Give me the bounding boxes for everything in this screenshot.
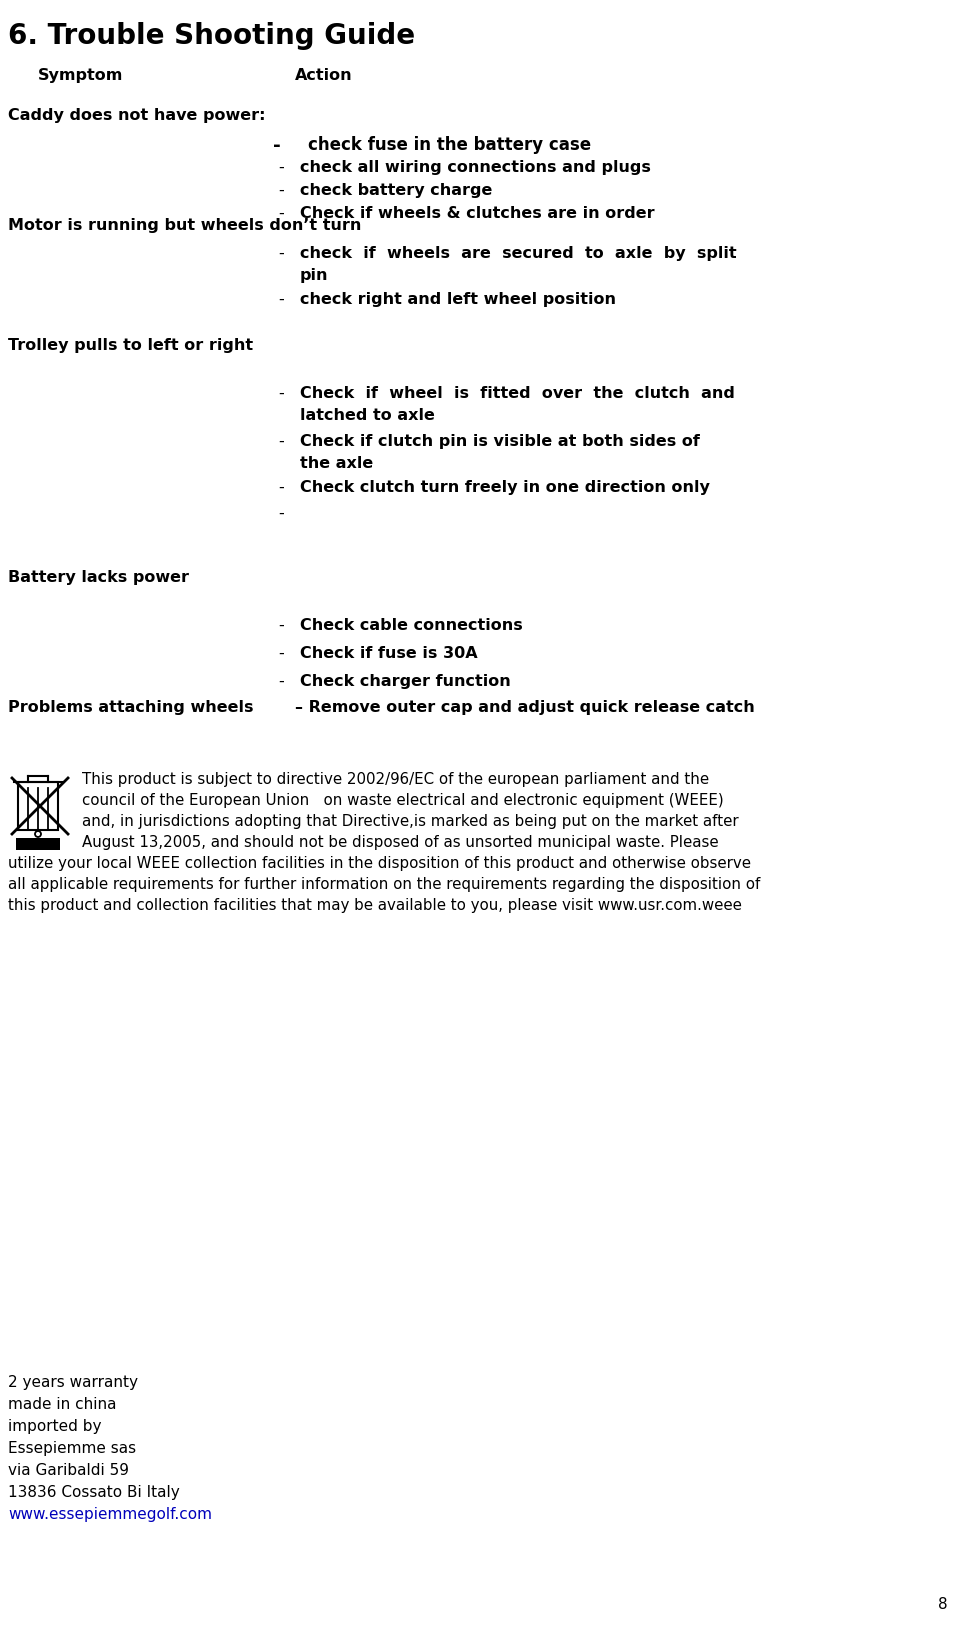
Text: -: - [278,182,284,199]
Text: Battery lacks power: Battery lacks power [8,570,189,584]
Text: -: - [273,137,280,155]
Text: -: - [278,207,284,221]
Text: check right and left wheel position: check right and left wheel position [300,291,616,308]
Text: 2 years warranty: 2 years warranty [8,1376,138,1390]
Text: -: - [278,435,284,449]
Text: utilize your local WEEE collection facilities in the disposition of this product: utilize your local WEEE collection facil… [8,856,751,871]
Text: Caddy does not have power:: Caddy does not have power: [8,107,266,124]
Text: -: - [278,246,284,260]
Text: Check charger function: Check charger function [300,674,511,689]
Text: Motor is running but wheels don’t turn: Motor is running but wheels don’t turn [8,218,361,233]
Text: -: - [278,480,284,495]
Bar [18,781,58,830]
Text: This product is subject to directive 2002/96/EC of the european parliament and t: This product is subject to directive 200… [82,772,709,786]
Text: www.essepiemmegolf.com: www.essepiemmegolf.com [8,1508,212,1522]
Text: made in china: made in china [8,1397,116,1411]
Text: -: - [278,291,284,308]
Bar [16,838,60,850]
Text: Check  if  wheel  is  fitted  over  the  clutch  and: Check if wheel is fitted over the clutch… [300,386,734,400]
Text: -: - [278,646,284,661]
Text: check fuse in the battery case: check fuse in the battery case [308,137,591,155]
Text: Check if wheels & clutches are in order: Check if wheels & clutches are in order [300,207,655,221]
Text: latched to axle: latched to axle [300,409,435,423]
Text: check battery charge: check battery charge [300,182,492,199]
Text: 6. Trouble Shooting Guide: 6. Trouble Shooting Guide [8,23,415,50]
Text: and, in jurisdictions adopting that Directive,is marked as being put on the mark: and, in jurisdictions adopting that Dire… [82,814,738,829]
Text: – Remove outer cap and adjust quick release catch: – Remove outer cap and adjust quick rele… [295,700,755,715]
Text: 8: 8 [938,1597,948,1612]
Text: this product and collection facilities that may be available to you, please visi: this product and collection facilities t… [8,899,742,913]
Text: Symptom: Symptom [38,68,124,83]
Text: -: - [278,160,284,174]
Text: August 13,2005, and should not be disposed of as unsorted municipal waste. Pleas: August 13,2005, and should not be dispos… [82,835,719,850]
Text: the axle: the axle [300,456,373,470]
Text: 13836 Cossato Bi Italy: 13836 Cossato Bi Italy [8,1485,180,1499]
Text: Check cable connections: Check cable connections [300,619,523,633]
Text: Check clutch turn freely in one direction only: Check clutch turn freely in one directio… [300,480,709,495]
Text: council of the European Union   on waste electrical and electronic equipment (WE: council of the European Union on waste e… [82,793,724,807]
Text: -: - [278,619,284,633]
Text: Check if fuse is 30A: Check if fuse is 30A [300,646,478,661]
Text: Essepiemme sas: Essepiemme sas [8,1441,136,1455]
Text: Problems attaching wheels: Problems attaching wheels [8,700,253,715]
Text: -: - [278,674,284,689]
Text: Trolley pulls to left or right: Trolley pulls to left or right [8,339,253,353]
Text: Check if clutch pin is visible at both sides of: Check if clutch pin is visible at both s… [300,435,700,449]
Text: check all wiring connections and plugs: check all wiring connections and plugs [300,160,651,174]
Text: check  if  wheels  are  secured  to  axle  by  split: check if wheels are secured to axle by s… [300,246,736,260]
Text: pin: pin [300,269,328,283]
Text: Action: Action [295,68,352,83]
Text: all applicable requirements for further information on the requirements regardin: all applicable requirements for further … [8,877,760,892]
Text: -: - [278,386,284,400]
Text: via Garibaldi 59: via Garibaldi 59 [8,1464,129,1478]
Text: imported by: imported by [8,1420,102,1434]
Text: -: - [278,506,284,521]
